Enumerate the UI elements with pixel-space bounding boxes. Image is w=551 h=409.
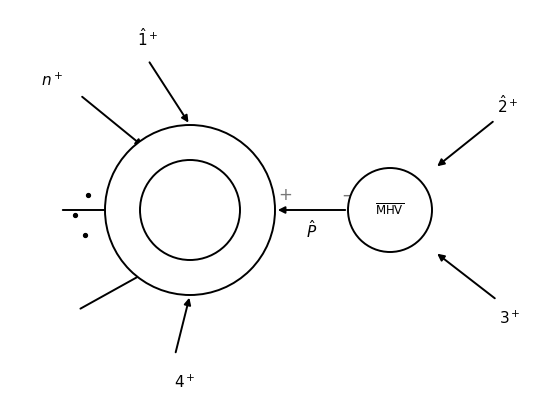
Text: $n^+$: $n^+$ [41, 71, 63, 89]
Text: $\overline{\mathrm{MHV}}$: $\overline{\mathrm{MHV}}$ [375, 202, 404, 218]
Text: $4^+$: $4^+$ [174, 373, 196, 391]
Text: $\hat{1}^+$: $\hat{1}^+$ [137, 27, 159, 49]
Text: $\hat{2}^+$: $\hat{2}^+$ [497, 94, 519, 116]
Text: $+$: $+$ [278, 186, 292, 204]
Text: $\hat{P}$: $\hat{P}$ [306, 219, 317, 241]
Circle shape [105, 125, 275, 295]
Text: $3^+$: $3^+$ [499, 309, 521, 327]
Text: $-$: $-$ [341, 186, 355, 204]
Ellipse shape [348, 168, 432, 252]
Circle shape [140, 160, 240, 260]
